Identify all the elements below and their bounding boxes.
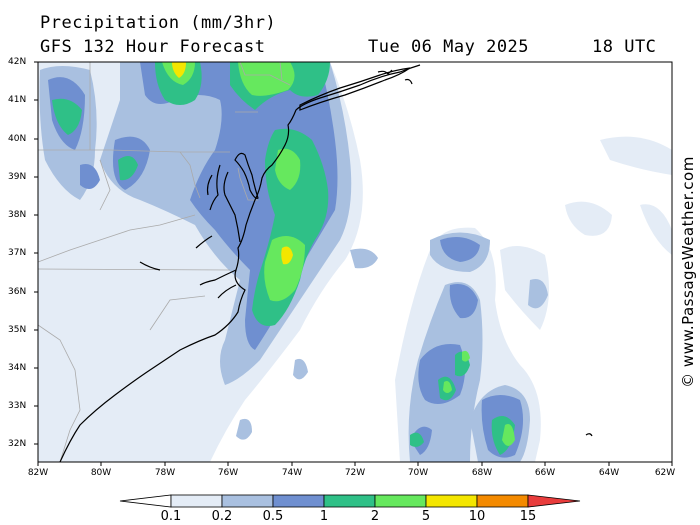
forecast-time: 18 UTC <box>592 37 657 57</box>
lon-label: 68W <box>471 468 493 478</box>
legend-swatch-7 <box>476 494 529 508</box>
lat-label: 42N <box>8 57 27 67</box>
legend-label: 15 <box>519 509 537 524</box>
legend-label: 0.1 <box>160 509 182 524</box>
legend-swatch-3 <box>272 494 325 508</box>
legend-swatch-2 <box>221 494 274 508</box>
lon-label: 74W <box>281 468 303 478</box>
legend-label: 1 <box>319 509 329 524</box>
lat-label: 38N <box>8 210 27 220</box>
lat-label: 35N <box>8 325 27 335</box>
coastline <box>59 64 593 462</box>
legend-label: 5 <box>421 509 431 524</box>
chart-title: Precipitation (mm/3hr) <box>40 13 277 33</box>
legend-label: 10 <box>468 509 486 524</box>
lat-label: 39N <box>8 172 27 182</box>
lon-label: 70W <box>407 468 429 478</box>
lat-label: 34N <box>8 363 27 373</box>
lat-label: 32N <box>8 439 27 449</box>
legend-swatch-8 <box>527 494 581 508</box>
legend-label: 2 <box>370 509 380 524</box>
lon-label: 66W <box>534 468 556 478</box>
legend-label: 0.2 <box>211 509 233 524</box>
legend-swatch-4 <box>323 494 376 508</box>
legend-swatch-6 <box>425 494 478 508</box>
legend-swatch-0 <box>119 494 172 508</box>
lat-label: 33N <box>8 401 27 411</box>
lon-label: 64W <box>598 468 620 478</box>
lon-label: 72W <box>344 468 366 478</box>
legend-swatch-5 <box>374 494 427 508</box>
lat-label: 36N <box>8 287 27 297</box>
forecast-date: Tue 06 May 2025 <box>368 37 530 57</box>
lon-label: 62W <box>654 468 676 478</box>
precip-field <box>38 62 672 462</box>
lon-label: 82W <box>27 468 49 478</box>
lat-label: 40N <box>8 134 27 144</box>
lat-label: 37N <box>8 248 27 258</box>
lat-label: 41N <box>8 95 27 105</box>
legend-swatch-1 <box>170 494 223 508</box>
lon-label: 78W <box>154 468 176 478</box>
lon-label: 76W <box>217 468 239 478</box>
forecast-model: GFS 132 Hour Forecast <box>40 37 266 57</box>
legend-label: 0.5 <box>262 509 284 524</box>
lon-label: 80W <box>90 468 112 478</box>
state-borders <box>38 62 291 462</box>
